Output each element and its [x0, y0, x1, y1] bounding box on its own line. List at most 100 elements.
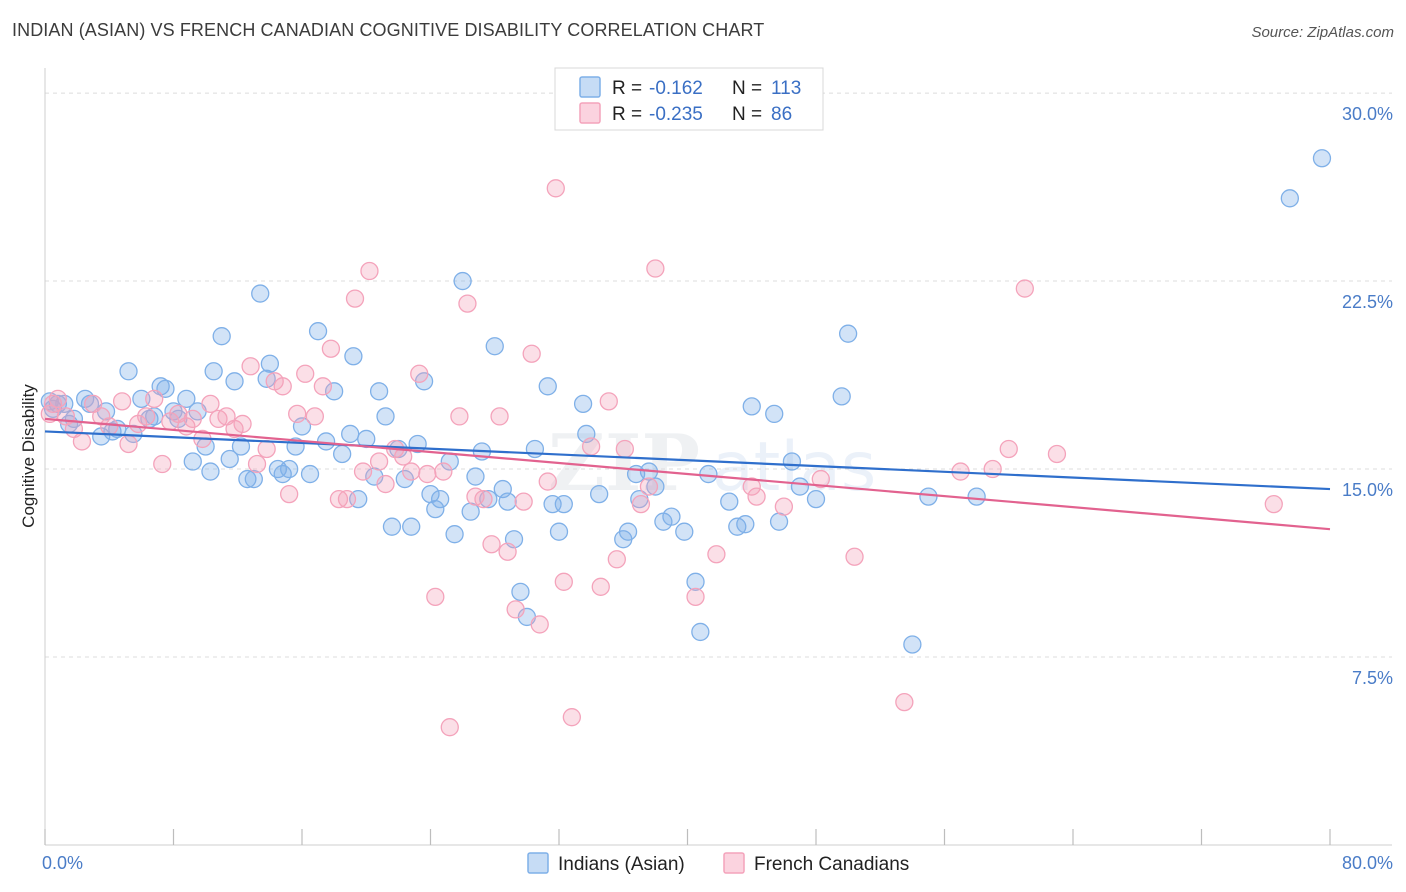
point-indians — [686, 572, 705, 591]
point-indians — [742, 397, 761, 416]
point-french-canadians — [538, 472, 557, 491]
point-indians — [132, 389, 151, 409]
point-french-canadians — [607, 550, 626, 569]
point-indians — [466, 467, 485, 486]
point-indians — [662, 507, 681, 526]
series-label-french: French Canadians — [754, 854, 909, 875]
point-indians — [204, 362, 223, 381]
point-french-canadians — [321, 339, 341, 358]
point-indians — [538, 377, 557, 396]
point-indians — [511, 582, 530, 601]
point-indians — [300, 464, 320, 484]
point-indians — [430, 489, 450, 509]
point-french-canadians — [811, 469, 830, 489]
point-indians — [790, 477, 810, 496]
y-tick-label: 15.0% — [1342, 480, 1393, 500]
point-french-canadians — [514, 492, 533, 511]
point-indians — [919, 487, 938, 506]
point-french-canadians — [305, 407, 325, 426]
chart-title: INDIAN (ASIAN) VS FRENCH CANADIAN COGNIT… — [12, 20, 765, 40]
point-french-canadians — [631, 494, 651, 514]
point-indians — [549, 522, 569, 541]
point-french-canadians — [337, 489, 357, 509]
point-french-canadians — [707, 545, 726, 564]
point-french-canadians — [376, 474, 395, 494]
point-french-canadians — [895, 692, 914, 712]
point-french-canadians — [530, 615, 549, 634]
point-french-canadians — [100, 417, 119, 436]
point-french-canadians — [273, 377, 292, 396]
point-indians — [324, 382, 344, 401]
point-indians — [736, 515, 755, 534]
point-indians — [720, 492, 739, 511]
point-french-canadians — [599, 392, 618, 411]
legend-swatch-french — [579, 102, 601, 124]
point-french-canadians — [490, 407, 509, 426]
point-indians — [967, 487, 986, 506]
point-french-canadians — [554, 572, 573, 591]
point-french-canadians — [747, 487, 766, 506]
series-swatch-indians — [527, 852, 549, 874]
x-tick-label: 0.0% — [42, 853, 83, 873]
legend-r-value-indians: -0.162 — [649, 78, 703, 99]
point-french-canadians — [353, 462, 373, 481]
point-french-canadians — [402, 462, 421, 481]
point-indians — [260, 354, 280, 373]
series-label-indians: Indians (Asian) — [558, 854, 685, 875]
point-french-canadians — [562, 708, 581, 727]
point-french-canadians — [112, 392, 132, 411]
point-indians — [183, 452, 202, 471]
point-indians — [769, 512, 789, 531]
point-indians — [119, 362, 138, 381]
point-indians — [453, 271, 472, 291]
point-indians — [903, 635, 922, 654]
point-indians — [618, 522, 638, 541]
point-indians — [646, 477, 665, 496]
point-indians — [244, 469, 263, 489]
point-indians — [395, 469, 414, 489]
point-indians — [426, 499, 445, 519]
point-indians — [699, 464, 718, 484]
y-tick-labels: 7.5% 15.0% 22.5% 30.0% — [1342, 104, 1393, 688]
point-indians — [445, 525, 464, 544]
series-legend: Indians (Asian) French Canadians — [527, 852, 909, 875]
legend-r-value-french: -0.235 — [649, 104, 703, 125]
point-indians — [573, 394, 593, 414]
y-tick-label: 7.5% — [1352, 668, 1393, 688]
legend-n-value-french: 86 — [771, 104, 792, 125]
point-indians — [675, 522, 694, 541]
point-indians — [341, 424, 360, 444]
point-indians — [344, 347, 363, 366]
point-french-canadians — [845, 547, 864, 566]
point-french-canadians — [434, 462, 453, 481]
point-french-canadians — [999, 439, 1018, 459]
point-indians — [461, 502, 480, 521]
point-french-canadians — [1015, 279, 1034, 298]
trend-line-french-canadians — [44, 417, 1331, 531]
point-french-canadians — [546, 179, 565, 198]
point-french-canadians — [591, 577, 610, 596]
legend-r-label-indians: R = — [612, 78, 642, 99]
point-indians — [485, 337, 504, 356]
point-indians — [177, 389, 196, 409]
data-points — [40, 96, 1332, 737]
point-indians — [554, 494, 573, 514]
point-french-canadians — [233, 414, 252, 434]
point-indians — [838, 324, 858, 343]
point-french-canadians — [774, 497, 794, 516]
point-french-canadians — [296, 364, 315, 383]
point-french-canadians — [686, 587, 705, 607]
x-tick-label: 80.0% — [1342, 853, 1393, 873]
trend-lines — [44, 417, 1331, 531]
point-indians — [498, 492, 517, 511]
point-french-canadians — [313, 377, 333, 396]
trend-line-indians — [44, 430, 1331, 491]
point-french-canadians — [241, 357, 260, 376]
y-tick-label: 30.0% — [1342, 104, 1393, 124]
legend-r-label-french: R = — [612, 104, 642, 125]
series-swatch-french — [723, 852, 745, 874]
point-indians — [765, 404, 784, 424]
point-indians — [333, 444, 352, 464]
point-french-canadians — [153, 454, 172, 474]
